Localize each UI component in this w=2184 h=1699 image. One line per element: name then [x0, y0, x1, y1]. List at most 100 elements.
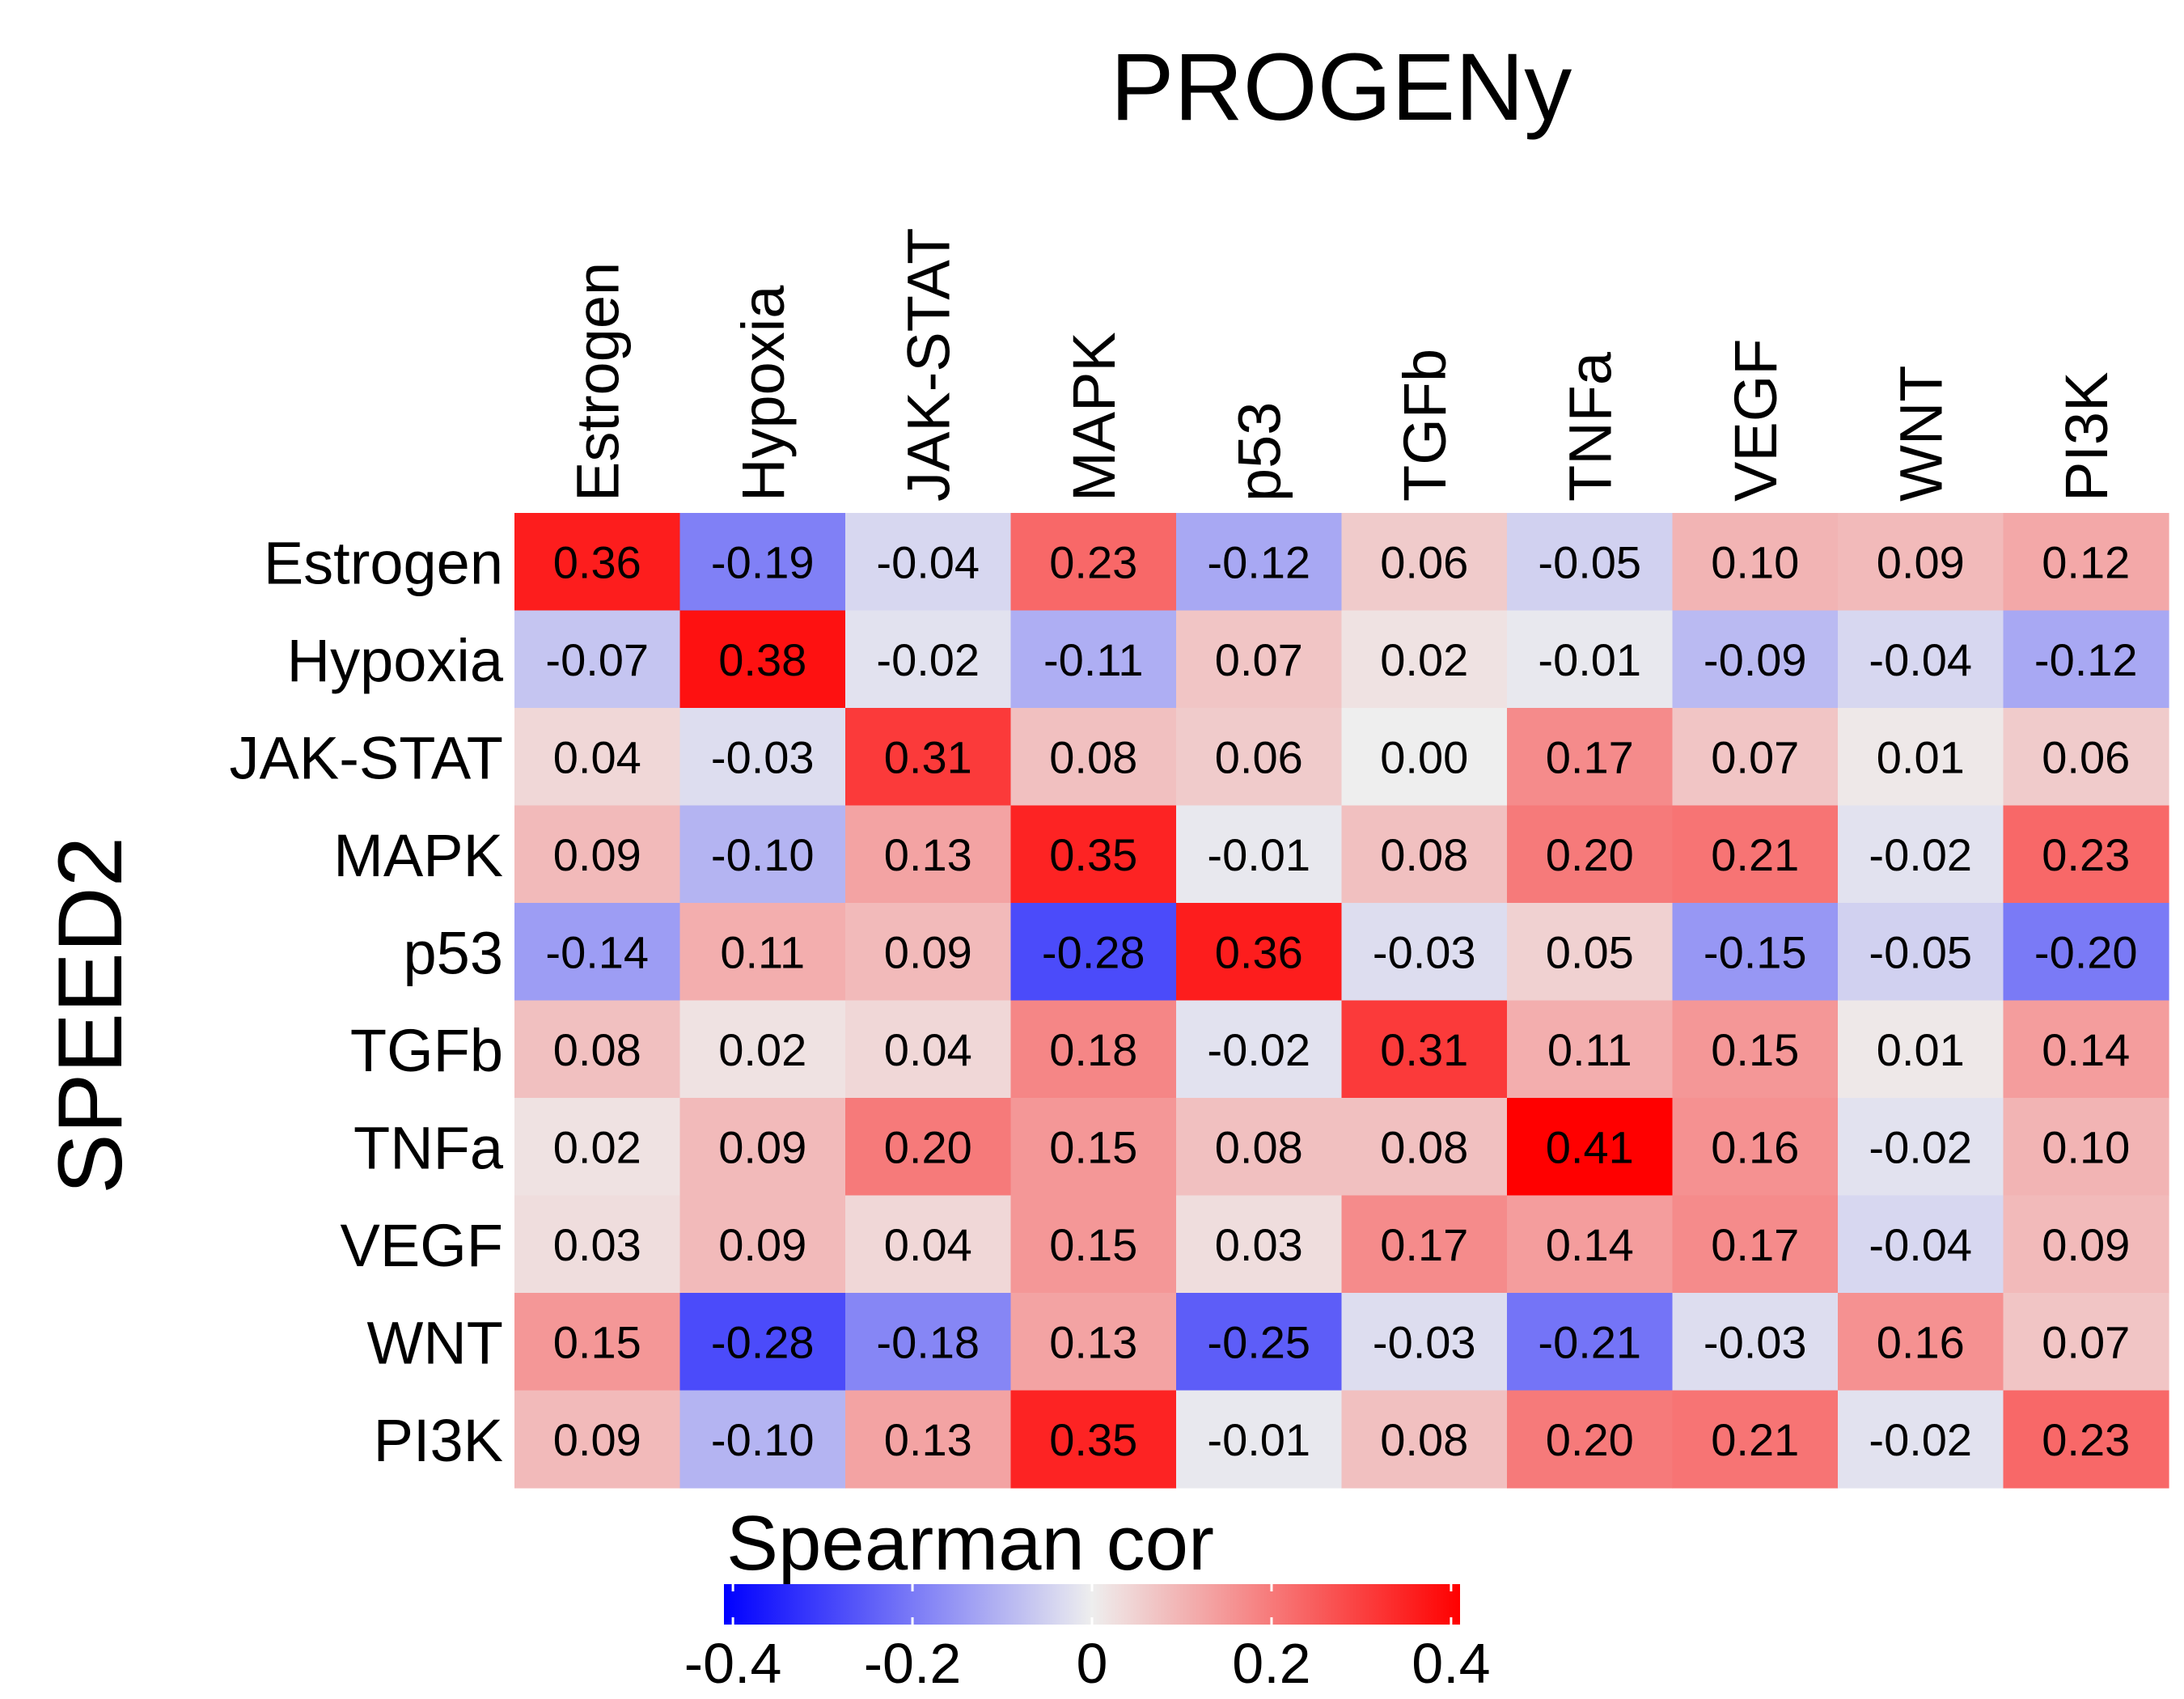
- cell-value-label: 0.18: [1049, 1024, 1137, 1075]
- cell-value-label: 0.13: [884, 1414, 972, 1465]
- heatmap-cell: [1341, 708, 1508, 807]
- cell-value-label: 0.04: [884, 1219, 972, 1270]
- heatmap-cell: [1176, 1195, 1343, 1294]
- cell-value-label: 0.04: [553, 731, 641, 782]
- cell-value-label: 0.10: [2042, 1121, 2130, 1172]
- cell-value-label: 0.13: [1049, 1316, 1137, 1367]
- heatmap-cell: [1507, 903, 1674, 1002]
- cell-value-label: 0.09: [718, 1219, 806, 1270]
- cell-value-label: 0.08: [553, 1024, 641, 1075]
- cell-value-label: 0.20: [1546, 829, 1634, 880]
- heatmap-cell: [1507, 1293, 1674, 1392]
- heatmap-cell: [1010, 708, 1177, 807]
- column-label: PI3K: [2053, 372, 2120, 502]
- row-label: MAPK: [333, 822, 503, 889]
- cell-value-label: -0.10: [711, 1414, 815, 1465]
- legend-tick-label: 0.2: [1232, 1632, 1310, 1695]
- heatmap-cell: [1838, 1293, 2004, 1392]
- heatmap-cell: [845, 1293, 1012, 1392]
- heatmap-cell: [1507, 513, 1674, 612]
- cell-value-label: -0.15: [1704, 926, 1807, 977]
- row-label: TGFb: [350, 1017, 503, 1084]
- cell-value-label: -0.02: [1869, 1414, 1972, 1465]
- heatmap-cell: [514, 513, 681, 612]
- cell-value-label: 0.08: [1215, 1121, 1303, 1172]
- cell-value-label: -0.02: [1869, 1121, 1972, 1172]
- cell-value-label: 0.23: [2042, 1414, 2130, 1465]
- cell-value-label: 0.13: [884, 829, 972, 880]
- heatmap-cell: [1672, 1000, 1839, 1099]
- heatmap-cell: [1010, 610, 1177, 709]
- color-legend: Spearman cor -0.4 -0.2 0 0.2 0.4: [684, 1500, 1491, 1695]
- row-label: VEGF: [341, 1212, 503, 1279]
- heatmap-cell: [679, 1098, 846, 1197]
- cell-value-label: 0.07: [2042, 1316, 2130, 1367]
- legend-title: Spearman cor: [726, 1500, 1214, 1587]
- heatmap-cell: [1176, 1000, 1343, 1099]
- column-label: WNT: [1887, 366, 1954, 502]
- heatmap-cell: [845, 708, 1012, 807]
- cell-value-label: -0.18: [876, 1316, 980, 1367]
- heatmap-cell: [1341, 1195, 1508, 1294]
- cell-value-label: 0.06: [2042, 731, 2130, 782]
- cell-value-label: 0.03: [1215, 1219, 1303, 1270]
- cell-value-label: -0.04: [876, 536, 980, 587]
- heatmap-cell: [1672, 1390, 1839, 1489]
- cell-value-label: 0.10: [1711, 536, 1799, 587]
- heatmap-cell: [1507, 1098, 1674, 1197]
- heatmap-cell: [1176, 1390, 1343, 1489]
- heatmap-cell: [679, 1000, 846, 1099]
- cell-value-label: -0.03: [1373, 1316, 1476, 1367]
- cell-value-label: 0.20: [884, 1121, 972, 1172]
- column-label: MAPK: [1060, 332, 1128, 502]
- legend-tick-label: 0: [1077, 1632, 1108, 1695]
- heatmap-cell: [1010, 1195, 1177, 1294]
- heatmap-cell: [1341, 1000, 1508, 1099]
- cell-value-label: 0.00: [1380, 731, 1468, 782]
- heatmap-cell: [1341, 903, 1508, 1002]
- cell-value-label: -0.19: [711, 536, 815, 587]
- row-label: PI3K: [374, 1407, 503, 1474]
- row-label: JAK-STAT: [230, 724, 504, 791]
- cell-value-label: -0.04: [1869, 634, 1972, 685]
- chart-title: PROGENy: [1111, 34, 1572, 141]
- cell-value-label: 0.36: [1215, 926, 1303, 977]
- cell-value-label: 0.20: [1546, 1414, 1634, 1465]
- heatmap-cell: [1341, 513, 1508, 612]
- column-headers: Estrogen Hypoxia JAK-STAT MAPK p53 TGFb TNFa VE…: [564, 228, 2120, 502]
- cell-value-label: 0.05: [1546, 926, 1634, 977]
- heatmap-cell: [1838, 1195, 2004, 1294]
- cell-value-label: -0.14: [545, 926, 649, 977]
- heatmap-cell: [679, 1390, 846, 1489]
- cell-value-label: 0.01: [1877, 731, 1965, 782]
- heatmap-cell: [1010, 903, 1177, 1002]
- heatmap-cell: [1672, 1098, 1839, 1197]
- cell-value-label: 0.08: [1380, 829, 1468, 880]
- cell-value-label: 0.21: [1711, 829, 1799, 880]
- column-label: TNFa: [1556, 351, 1623, 502]
- cell-value-label: -0.01: [1207, 829, 1310, 880]
- heatmap-cell: [1176, 1293, 1343, 1392]
- heatmap-cell: [1176, 610, 1343, 709]
- cell-value-label: 0.09: [1877, 536, 1965, 587]
- heatmap-cell: [845, 1000, 1012, 1099]
- legend-tick-label: -0.4: [684, 1632, 782, 1695]
- cell-value-label: 0.08: [1049, 731, 1137, 782]
- heatmap-cell: [2003, 805, 2169, 904]
- heatmap-cell: [1341, 805, 1508, 904]
- row-label: Hypoxia: [287, 627, 504, 694]
- heatmap-cell: [1010, 513, 1177, 612]
- heatmap-cell: [1672, 513, 1839, 612]
- heatmap-cell: [514, 1390, 681, 1489]
- heatmap-cell: [679, 1293, 846, 1392]
- cell-value-label: -0.05: [1869, 926, 1972, 977]
- heatmap-cell: [1838, 1000, 2004, 1099]
- row-headers: Estrogen Hypoxia JAK-STAT MAPK p53 TGFb TNFa VE…: [230, 529, 504, 1474]
- cell-value-label: -0.28: [1042, 926, 1145, 977]
- row-label: TNFa: [353, 1114, 504, 1181]
- cell-value-label: 0.03: [553, 1219, 641, 1270]
- cell-value-label: -0.03: [1704, 1316, 1807, 1367]
- heatmap-cell: [845, 1390, 1012, 1489]
- heatmap-cell: [1176, 903, 1343, 1002]
